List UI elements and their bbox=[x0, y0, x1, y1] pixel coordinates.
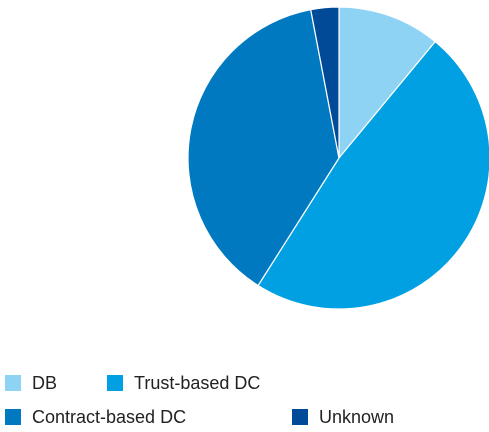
legend-label: Trust-based DC bbox=[134, 373, 260, 393]
legend-swatch bbox=[5, 409, 21, 425]
legend-label: Unknown bbox=[319, 407, 394, 427]
pie-slice bbox=[187, 8, 340, 287]
legend-swatch bbox=[5, 375, 21, 391]
pie-slice bbox=[310, 6, 340, 159]
legend-swatch bbox=[107, 375, 123, 391]
pie-slice bbox=[338, 6, 437, 160]
pie-slice bbox=[257, 40, 489, 310]
legend-label: DB bbox=[32, 373, 57, 393]
legend-swatch bbox=[292, 409, 308, 425]
legend-label: Contract-based DC bbox=[32, 407, 186, 427]
